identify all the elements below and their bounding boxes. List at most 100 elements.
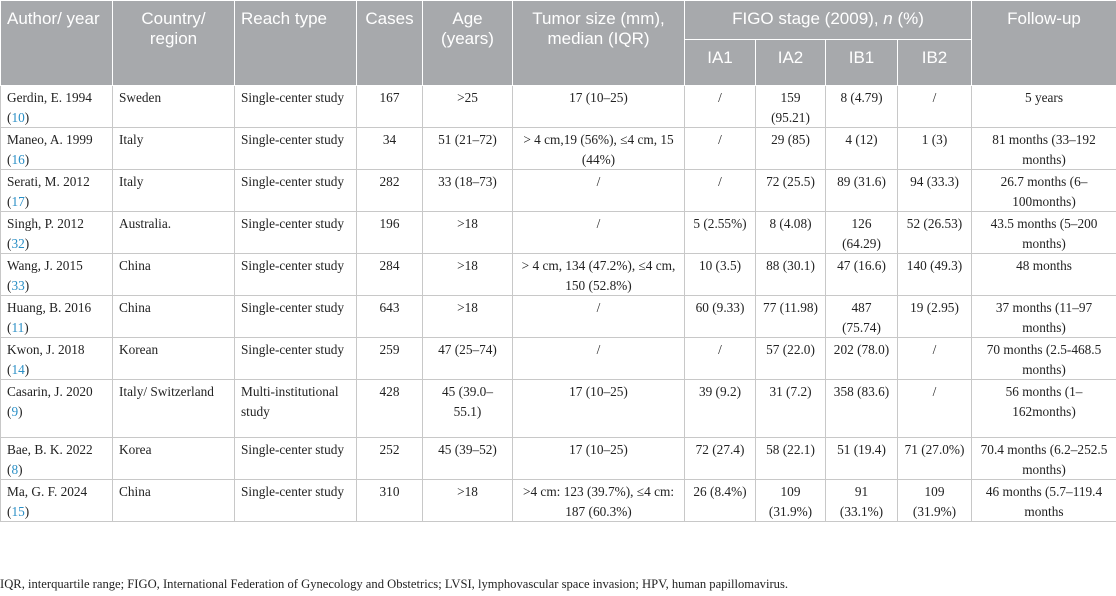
reference-link[interactable]: 17 — [11, 193, 25, 209]
cell-author: Kwon, J. 2018 (14) — [0, 337, 113, 380]
cell-ia1: 39 (9.2) — [684, 379, 756, 438]
cell-reach-type: Single-center study — [234, 211, 357, 254]
cell-cases: 428 — [356, 379, 423, 438]
cell-ib2: 94 (33.3) — [896, 169, 973, 212]
cell-author: Maneo, A. 1999 (16) — [0, 127, 113, 170]
table-row: Singh, P. 2012 (32) Australia. Single-ce… — [0, 211, 1116, 254]
cell-author: Ma, G. F. 2024 (15) — [0, 479, 113, 522]
cell-author: Casarin, J. 2020 (9) — [0, 379, 113, 438]
cell-author: Bae, B. K. 2022 (8) — [0, 437, 113, 480]
cell-ib2: 19 (2.95) — [896, 295, 973, 338]
cell-ib1: 51 (19.4) — [825, 437, 898, 480]
cell-ia2: 8 (4.08) — [755, 211, 826, 254]
cell-cases: 196 — [356, 211, 423, 254]
reference-link[interactable]: 16 — [11, 151, 25, 167]
cell-age: 45 (39–52) — [422, 437, 513, 480]
cell-ia1: 10 (3.5) — [684, 253, 756, 296]
author-text: Singh, P. 2012 ( — [7, 216, 84, 251]
cell-ib1: 89 (31.6) — [825, 169, 898, 212]
cell-tumor-size: >4 cm: 123 (39.7%), ≤4 cm: 187 (60.3%) — [512, 479, 685, 522]
cell-follow-up: 48 months — [971, 253, 1116, 296]
reference-link[interactable]: 9 — [11, 403, 19, 419]
cell-country: Korean — [112, 337, 235, 380]
cell-ib2: / — [896, 85, 973, 128]
author-text: Kwon, J. 2018 ( — [7, 342, 85, 377]
author-text: Serati, M. 2012 ( — [7, 174, 90, 209]
cell-reach-type: Single-center study — [234, 295, 357, 338]
cell-country: China — [112, 479, 235, 522]
cell-reach-type: Single-center study — [234, 127, 357, 170]
cell-ia1: 60 (9.33) — [684, 295, 756, 338]
table-row: Gerdin, E. 1994 (10) Sweden Single-cente… — [0, 85, 1116, 128]
cell-author: Serati, M. 2012 (17) — [0, 169, 113, 212]
table-row: Bae, B. K. 2022 (8) Korea Single-center … — [0, 437, 1116, 480]
cell-ib2: / — [896, 379, 973, 438]
cell-ia2: 109 (31.9%) — [755, 479, 826, 522]
header-age: Age (years) — [422, 0, 513, 86]
header-tumor-size: Tumor size (mm), median (IQR) — [512, 0, 685, 86]
cell-ib1: 126 (64.29) — [825, 211, 898, 254]
table-body: Gerdin, E. 1994 (10) Sweden Single-cente… — [0, 85, 1116, 522]
cell-age: 51 (21–72) — [422, 127, 513, 170]
cell-author: Singh, P. 2012 (32) — [0, 211, 113, 254]
reference-link[interactable]: 32 — [11, 235, 25, 251]
table-row: Ma, G. F. 2024 (15) China Single-center … — [0, 479, 1116, 522]
table-row: Serati, M. 2012 (17) Italy Single-center… — [0, 169, 1116, 212]
cell-cases: 259 — [356, 337, 423, 380]
cell-ia1: 72 (27.4) — [684, 437, 756, 480]
author-text: Bae, B. K. 2022 ( — [7, 442, 93, 477]
reference-link[interactable]: 10 — [11, 109, 25, 125]
cell-ia2: 88 (30.1) — [755, 253, 826, 296]
cell-ib2: 109 (31.9%) — [896, 479, 973, 522]
header-ia2: IA2 — [755, 39, 826, 86]
table-row: Casarin, J. 2020 (9) Italy/ Switzerland … — [0, 379, 1116, 438]
cell-ib1: 91 (33.1%) — [825, 479, 898, 522]
header-figo-suffix: (%) — [892, 9, 924, 28]
cell-ib1: 8 (4.79) — [825, 85, 898, 128]
cell-tumor-size: 17 (10–25) — [512, 379, 685, 438]
cell-follow-up: 5 years — [971, 85, 1116, 128]
cell-cases: 34 — [356, 127, 423, 170]
cell-country: Italy — [112, 169, 235, 212]
cell-reach-type: Single-center study — [234, 337, 357, 380]
header-ia1: IA1 — [684, 39, 756, 86]
cell-reach-type: Multi-institutional study — [234, 379, 357, 438]
cell-country: Australia. — [112, 211, 235, 254]
studies-table: Author/ year Country/ region Reach type … — [0, 0, 1116, 522]
header-ib1: IB1 — [825, 39, 898, 86]
cell-ib1: 4 (12) — [825, 127, 898, 170]
cell-follow-up: 81 months (33–192 months) — [971, 127, 1116, 170]
author-text: Casarin, J. 2020 ( — [7, 384, 93, 419]
cell-age: >18 — [422, 211, 513, 254]
cell-cases: 252 — [356, 437, 423, 480]
author-text: Gerdin, E. 1994 ( — [7, 90, 92, 125]
cell-ib2: / — [896, 337, 973, 380]
reference-link[interactable]: 14 — [11, 361, 25, 377]
reference-link[interactable]: 11 — [11, 319, 25, 335]
author-text: Maneo, A. 1999 ( — [7, 132, 93, 167]
cell-ia2: 31 (7.2) — [755, 379, 826, 438]
cell-ia2: 57 (22.0) — [755, 337, 826, 380]
cell-country: Korea — [112, 437, 235, 480]
cell-ia1: / — [684, 127, 756, 170]
cell-tumor-size: / — [512, 169, 685, 212]
cell-cases: 282 — [356, 169, 423, 212]
reference-link[interactable]: 8 — [11, 461, 19, 477]
reference-link[interactable]: 33 — [11, 277, 25, 293]
cell-ib1: 358 (83.6) — [825, 379, 898, 438]
table-header: Author/ year Country/ region Reach type … — [0, 0, 1116, 86]
cell-country: China — [112, 253, 235, 296]
cell-author: Wang, J. 2015 (33) — [0, 253, 113, 296]
cell-age: >18 — [422, 253, 513, 296]
header-cases: Cases — [356, 0, 423, 86]
cell-ia1: 5 (2.55%) — [684, 211, 756, 254]
studies-table-container: Author/ year Country/ region Reach type … — [0, 0, 1116, 522]
author-text: Huang, B. 2016 ( — [7, 300, 92, 335]
cell-ia1: / — [684, 169, 756, 212]
cell-ib2: 140 (49.3) — [896, 253, 973, 296]
cell-cases: 167 — [356, 85, 423, 128]
cell-ia2: 77 (11.98) — [755, 295, 826, 338]
reference-link[interactable]: 15 — [11, 503, 25, 519]
cell-ia1: 26 (8.4%) — [684, 479, 756, 522]
cell-tumor-size: / — [512, 295, 685, 338]
